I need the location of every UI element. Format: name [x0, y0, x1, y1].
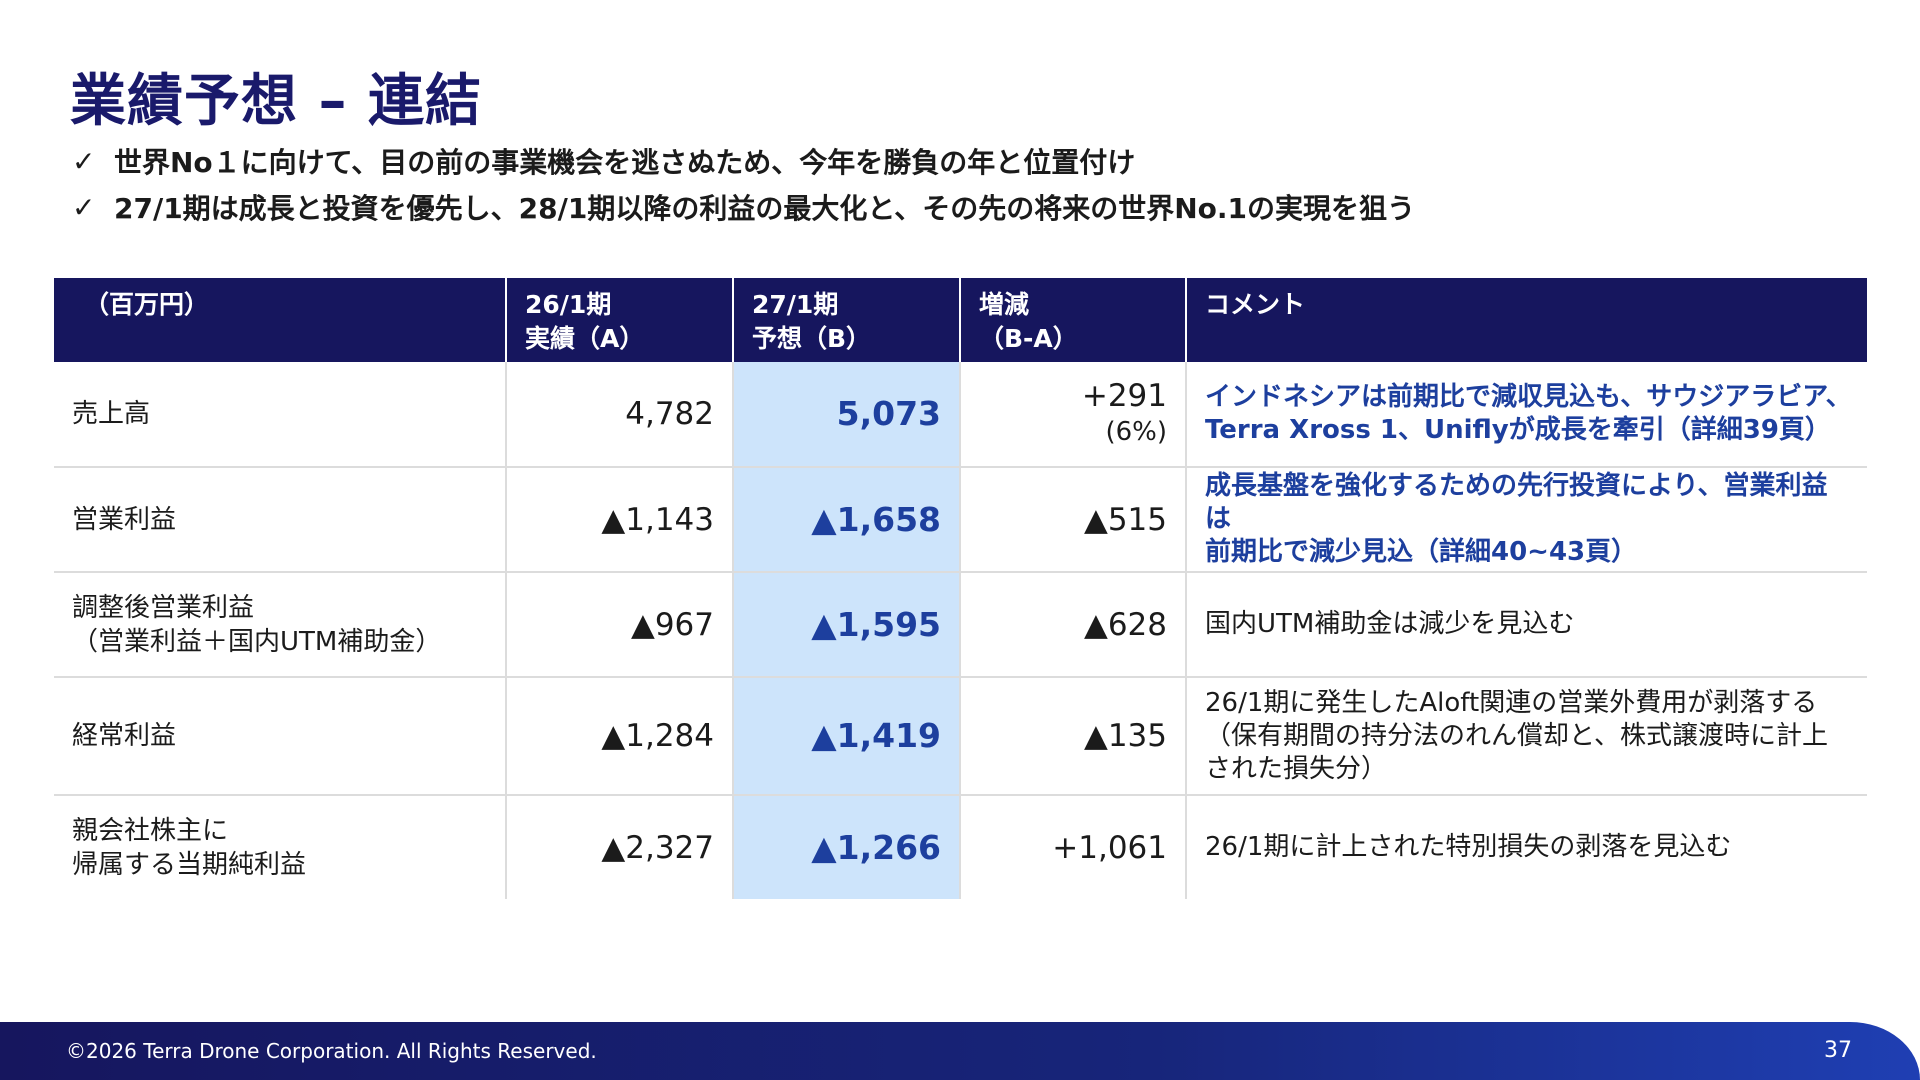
row-comment: 26/1期に計上された特別損失の剥落を見込む — [1185, 795, 1867, 899]
footer-bar: ©2026 Terra Drone Corporation. All Right… — [0, 1022, 1920, 1080]
check-icon: ✓ — [72, 144, 96, 178]
table-header: （百万円） 26/1期 実績（A） 27/1期 予想（B） 増減 （B-A） コメント — [54, 278, 1867, 362]
table-row: 経常利益 ▲1,284 ▲1,419 ▲135 26/1期に発生したAloft関… — [54, 677, 1867, 796]
row-label: 売上高 — [54, 362, 506, 468]
bullet-list: ✓ 世界No１に向けて、目の前の事業機会を逃さぬため、今年を勝負の年と位置付け … — [72, 138, 1415, 230]
diff-value: ▲515 — [959, 467, 1186, 573]
actual-value: ▲1,143 — [505, 467, 733, 573]
copyright-text: ©2026 Terra Drone Corporation. All Right… — [66, 1039, 597, 1063]
forecast-value: ▲1,658 — [732, 467, 960, 573]
header-unit: （百万円） — [54, 278, 506, 362]
actual-value: 4,782 — [505, 362, 733, 468]
bullet-item: ✓ 世界No１に向けて、目の前の事業機会を逃さぬため、今年を勝負の年と位置付け — [72, 138, 1415, 184]
actual-value: ▲2,327 — [505, 795, 733, 899]
forecast-value: ▲1,595 — [732, 572, 960, 678]
page-title: 業績予想 – 連結 — [70, 69, 482, 134]
forecast-value: 5,073 — [732, 362, 960, 468]
forecast-value: ▲1,419 — [732, 677, 960, 796]
row-label: 経常利益 — [54, 677, 506, 796]
table-row: 調整後営業利益 （営業利益＋国内UTM補助金） ▲967 ▲1,595 ▲628 … — [54, 572, 1867, 678]
bullet-item: ✓ 27/1期は成長と投資を優先し、28/1期以降の利益の最大化と、その先の将来… — [72, 184, 1415, 230]
diff-value: +1,061 — [959, 795, 1186, 899]
bullet-text: 世界No１に向けて、目の前の事業機会を逃さぬため、今年を勝負の年と位置付け — [114, 146, 1136, 179]
row-comment: 国内UTM補助金は減少を見込む — [1185, 572, 1867, 678]
diff-percent: (6%) — [1105, 417, 1167, 447]
row-label: 営業利益 — [54, 467, 506, 573]
header-forecast: 27/1期 予想（B） — [732, 278, 960, 362]
row-label: 調整後営業利益 （営業利益＋国内UTM補助金） — [54, 572, 506, 678]
diff-value: +291 (6%) — [959, 362, 1186, 468]
actual-value: ▲1,284 — [505, 677, 733, 796]
check-icon: ✓ — [72, 190, 96, 224]
header-diff: 増減 （B-A） — [959, 278, 1186, 362]
row-label: 親会社株主に 帰属する当期純利益 — [72, 815, 307, 880]
row-comment: インドネシアは前期比で減収見込も、サウジアラビア、 Terra Xross 1、U… — [1185, 362, 1867, 468]
forecast-table: （百万円） 26/1期 実績（A） 27/1期 予想（B） 増減 （B-A） コメント… — [54, 278, 1867, 899]
table-row: 売上高 4,782 5,073 +291 (6%) インドネシアは前期比で減収見込… — [54, 362, 1867, 468]
page-number: 37 — [1824, 1038, 1852, 1063]
row-comment: 成長基盤を強化するための先行投資により、営業利益は 前期比で減少見込（詳細40~4… — [1185, 467, 1867, 573]
actual-value: ▲967 — [505, 572, 733, 678]
header-actual: 26/1期 実績（A） — [505, 278, 733, 362]
header-comment: コメント — [1185, 278, 1867, 362]
table-row: 営業利益 ▲1,143 ▲1,658 ▲515 成長基盤を強化するための先行投資… — [54, 467, 1867, 573]
row-comment: 26/1期に発生したAloft関連の営業外費用が剥落する （保有期間の持分法のれん… — [1185, 677, 1867, 796]
diff-value: ▲628 — [959, 572, 1186, 678]
forecast-value: ▲1,266 — [732, 795, 960, 899]
diff-value: ▲135 — [959, 677, 1186, 796]
bullet-text: 27/1期は成長と投資を優先し、28/1期以降の利益の最大化と、その先の将来の世… — [114, 192, 1416, 225]
table-row: 親会社株主に 帰属する当期純利益 ▲2,327 ▲1,266 +1,061 26/… — [54, 795, 1867, 899]
